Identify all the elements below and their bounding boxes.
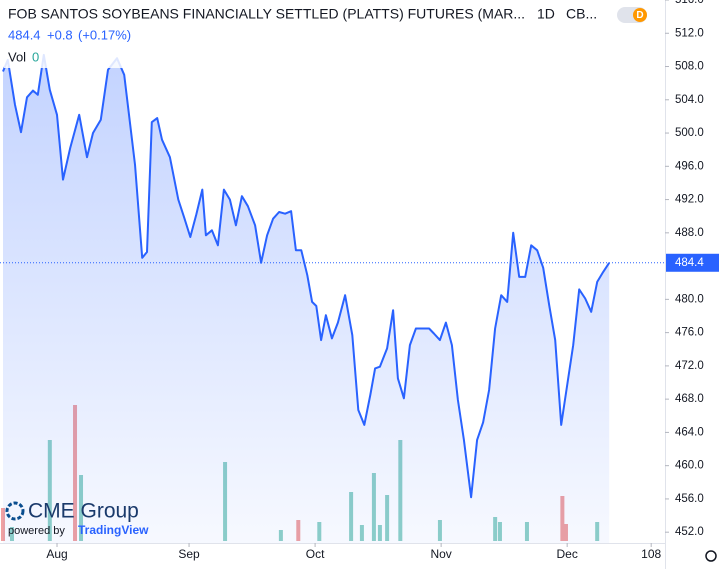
last-price-label: 484.4 — [675, 257, 704, 269]
logo: CME Group powered by TradingView — [5, 500, 149, 537]
y-tick-label: 456.0 — [675, 493, 704, 505]
y-tick-label: 464.0 — [675, 426, 704, 438]
change-pct: (+0.17%) — [78, 27, 131, 42]
badge — [633, 8, 647, 22]
y-tick-label: 468.0 — [675, 393, 704, 405]
y-tick-label: 472.0 — [675, 360, 704, 372]
legend-backdrop — [4, 4, 599, 68]
y-tick-label: 508.0 — [675, 61, 704, 73]
change: +0.8 — [47, 27, 73, 42]
y-tick-label: 496.0 — [675, 160, 704, 172]
powered-by: powered by — [8, 525, 65, 537]
last-price-tag — [666, 253, 719, 272]
y-tick-label: 452.0 — [675, 526, 704, 538]
x-tick-label: Dec — [556, 547, 577, 561]
plot-area — [0, 53, 665, 544]
y-tick-label: 492.0 — [675, 194, 704, 206]
x-tick-label: Nov — [430, 547, 451, 561]
y-tick-label: 488.0 — [675, 227, 704, 239]
y-tick-label: 504.0 — [675, 94, 704, 106]
badge-label: D — [636, 10, 643, 21]
y-tick-label: 516.0 — [675, 0, 704, 6]
interval: 1D — [537, 6, 555, 22]
logo-text: CME Group — [28, 500, 139, 523]
area-fill — [3, 54, 610, 544]
settings-icon[interactable] — [705, 550, 717, 562]
x-tick-label: 108 — [641, 547, 661, 561]
y-tick-label: 500.0 — [675, 127, 704, 139]
logo-icon — [5, 501, 25, 521]
volume-value: 0 — [32, 49, 39, 64]
x-tick-label: Oct — [306, 547, 325, 561]
platform: TradingView — [78, 523, 149, 537]
y-tick-label: 460.0 — [675, 460, 704, 472]
chart-title: FOB SANTOS SOYBEANS FINANCIALLY SETTLED … — [8, 6, 525, 22]
y-tick-label: 480.0 — [675, 293, 704, 305]
volume-label: Vol — [8, 49, 26, 64]
y-tick-label: 512.0 — [675, 27, 704, 39]
x-tick-label: Aug — [46, 547, 67, 561]
last-value: 484.4 — [8, 27, 41, 42]
x-tick-label: Sep — [178, 547, 200, 561]
exchange: CB... — [566, 6, 597, 22]
y-tick-label: 476.0 — [675, 327, 704, 339]
